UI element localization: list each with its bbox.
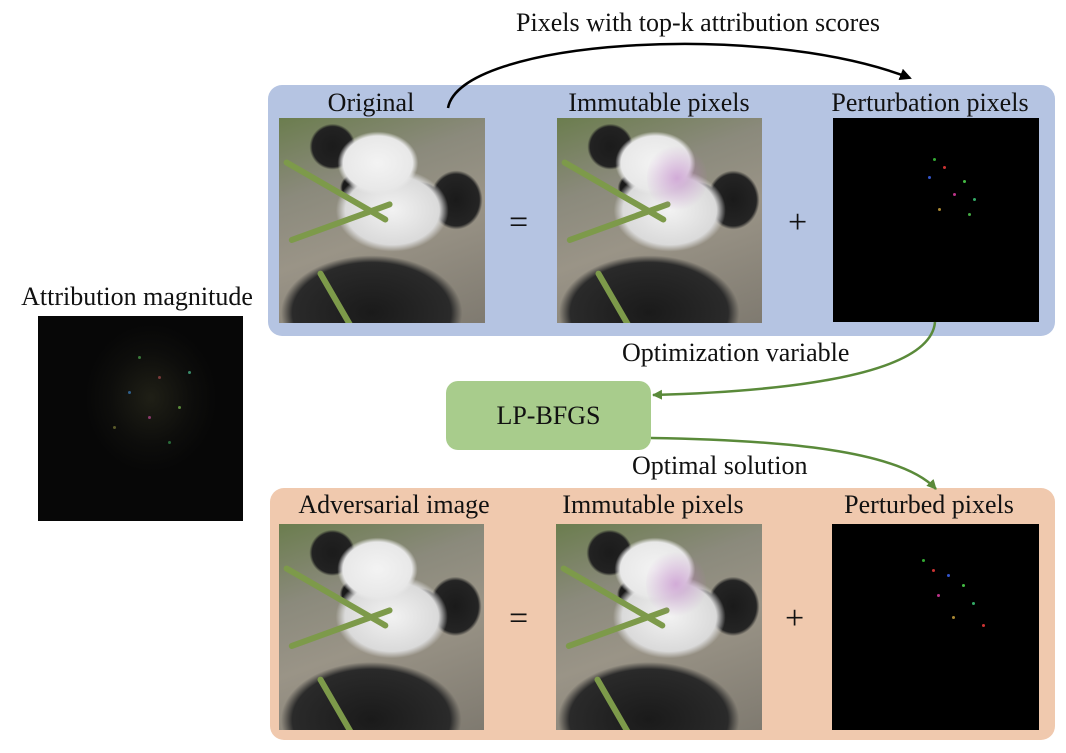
immutable-pixels-label-bottom: Immutable pixels [562,490,744,519]
lp-bfgs-label: LP-BFGS [496,400,601,430]
optimal-solution-arrow [650,436,937,490]
attribution-map-image [38,316,243,521]
top-k-annotation: Pixels with top-k attribution scores [516,8,880,37]
attribution-title: Attribution magnitude [21,282,253,311]
perturbation-pixels-label: Perturbation pixels [831,88,1029,117]
lp-bfgs-box: LP-BFGS [446,381,651,450]
perturbed-pixels-image [832,524,1039,730]
plus-sign-bottom: + [785,600,805,637]
perturbation-pixels-image [833,118,1039,322]
plus-sign-top: + [788,204,808,241]
perturbed-pixels-label: Perturbed pixels [844,490,1014,519]
original-panda-image [279,118,485,323]
immutable-panda-image-bottom [556,524,762,730]
immutable-pixels-label-top: Immutable pixels [568,88,750,117]
adversarial-panda-image [279,524,484,730]
immutable-panda-image-top [557,118,762,323]
optimization-variable-label: Optimization variable [622,338,850,367]
optimal-solution-label: Optimal solution [632,451,808,480]
equals-sign-top: = [509,204,529,241]
original-label: Original [327,88,415,117]
adversarial-image-label: Adversarial image [298,490,490,519]
optimization-variable-arrow [652,321,937,400]
equals-sign-bottom: = [509,600,529,637]
top-k-arrow [446,42,912,109]
